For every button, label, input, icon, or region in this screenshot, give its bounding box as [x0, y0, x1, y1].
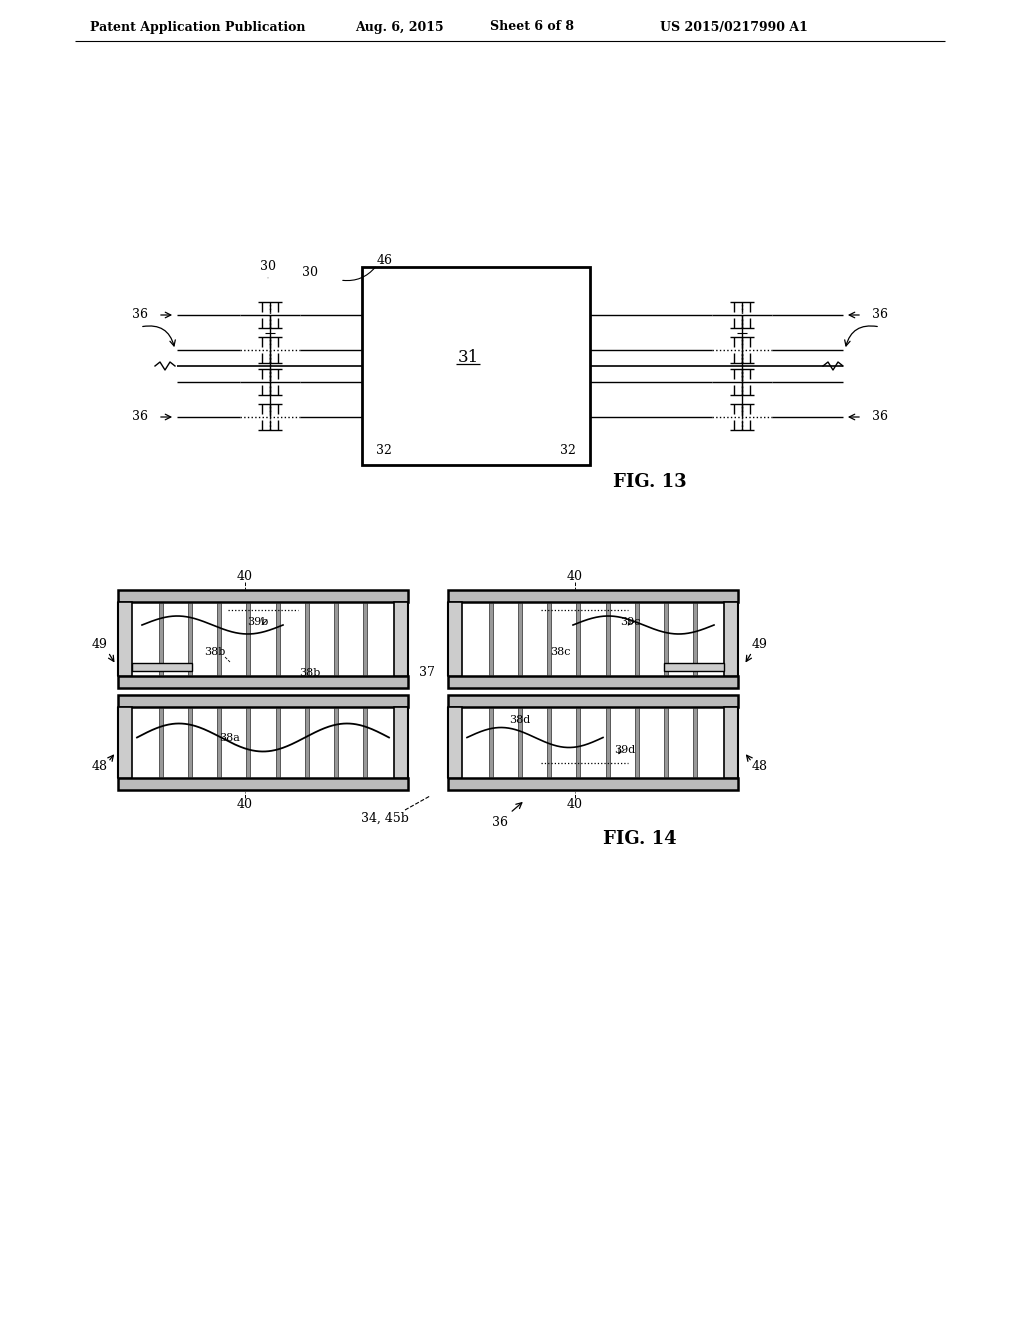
Text: 40: 40: [567, 569, 583, 582]
Text: 49: 49: [752, 639, 768, 652]
Bar: [188, 603, 193, 675]
Text: 38d: 38d: [509, 715, 530, 725]
Bar: [217, 603, 221, 675]
Bar: [247, 603, 251, 675]
Text: 40: 40: [237, 569, 253, 582]
Bar: [159, 603, 163, 675]
Text: 36: 36: [492, 816, 508, 829]
Text: 38b: 38b: [205, 647, 225, 657]
Bar: [449, 777, 738, 789]
Text: 38c: 38c: [550, 647, 570, 657]
Bar: [518, 708, 522, 777]
Bar: [118, 696, 408, 708]
Text: FIG. 13: FIG. 13: [613, 473, 687, 491]
Text: 32: 32: [376, 445, 392, 458]
Text: 36: 36: [132, 411, 148, 424]
Bar: [188, 708, 193, 777]
Bar: [334, 603, 338, 675]
Bar: [449, 708, 462, 777]
Bar: [159, 708, 163, 777]
Bar: [664, 603, 668, 675]
Bar: [518, 603, 522, 675]
Bar: [635, 603, 639, 675]
Bar: [664, 708, 668, 777]
Bar: [449, 676, 738, 688]
Bar: [305, 603, 308, 675]
Text: 37: 37: [419, 665, 435, 678]
Text: 39b: 39b: [248, 616, 268, 627]
Bar: [724, 602, 738, 676]
Text: 32: 32: [560, 445, 575, 458]
Bar: [394, 602, 408, 676]
Text: 38a: 38a: [219, 733, 241, 743]
Text: 39c: 39c: [620, 616, 640, 627]
Bar: [362, 603, 367, 675]
Bar: [693, 708, 697, 777]
Text: Aug. 6, 2015: Aug. 6, 2015: [355, 21, 443, 33]
Bar: [118, 676, 408, 688]
Text: 36: 36: [872, 411, 888, 424]
Bar: [132, 663, 193, 671]
Text: FIG. 14: FIG. 14: [603, 830, 677, 847]
Text: 48: 48: [752, 760, 768, 774]
Bar: [118, 590, 408, 602]
Bar: [724, 708, 738, 777]
Text: Sheet 6 of 8: Sheet 6 of 8: [490, 21, 574, 33]
Bar: [449, 602, 462, 676]
Text: 31: 31: [458, 350, 478, 367]
Text: US 2015/0217990 A1: US 2015/0217990 A1: [660, 21, 808, 33]
Bar: [118, 708, 132, 777]
Bar: [664, 663, 724, 671]
Text: 40: 40: [237, 797, 253, 810]
Bar: [605, 603, 609, 675]
Bar: [548, 708, 551, 777]
Bar: [118, 777, 408, 789]
Bar: [635, 708, 639, 777]
Bar: [362, 708, 367, 777]
Bar: [217, 708, 221, 777]
Bar: [362, 267, 590, 465]
Text: 34, 45b: 34, 45b: [361, 812, 409, 825]
Bar: [605, 708, 609, 777]
Text: 46: 46: [377, 253, 393, 267]
Text: 48: 48: [92, 760, 108, 774]
Text: 49: 49: [92, 639, 108, 652]
Bar: [305, 708, 308, 777]
Text: 40: 40: [567, 797, 583, 810]
Text: 30: 30: [260, 260, 276, 273]
Bar: [577, 708, 581, 777]
Bar: [275, 708, 280, 777]
Text: 30: 30: [302, 267, 318, 280]
Bar: [548, 603, 551, 675]
Bar: [247, 708, 251, 777]
Bar: [489, 708, 494, 777]
Bar: [394, 708, 408, 777]
Bar: [577, 603, 581, 675]
Text: 38b: 38b: [299, 668, 321, 678]
Text: Patent Application Publication: Patent Application Publication: [90, 21, 305, 33]
Text: 36: 36: [132, 309, 148, 322]
Bar: [489, 603, 494, 675]
Bar: [118, 602, 132, 676]
Bar: [693, 603, 697, 675]
Bar: [275, 603, 280, 675]
Bar: [449, 696, 738, 708]
Bar: [449, 590, 738, 602]
Bar: [334, 708, 338, 777]
Text: 36: 36: [872, 309, 888, 322]
Text: 39d: 39d: [614, 744, 636, 755]
